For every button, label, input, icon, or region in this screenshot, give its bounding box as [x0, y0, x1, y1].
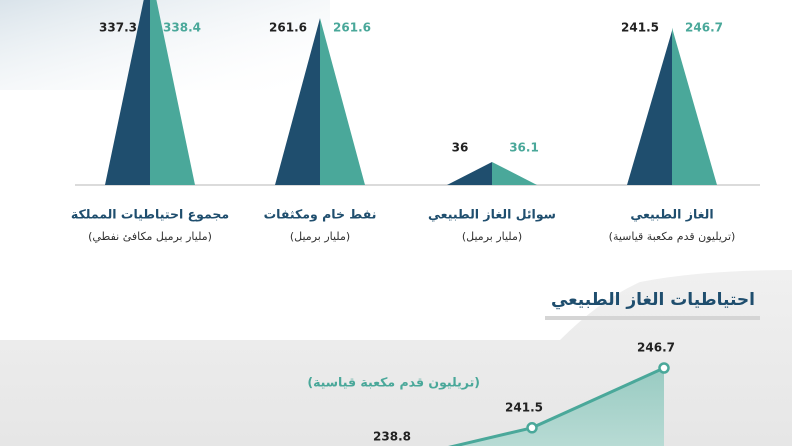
triangle-bar [627, 30, 672, 185]
category-unit: (مليار برميل مكافئ نفطي) [88, 230, 212, 243]
triangle-chart: الغاز الطبيعي (تريليون قدم مكعبة قياسية) 2… [71, 0, 735, 243]
triangle-bar [672, 27, 717, 185]
category-label: مجموع احتياطيات المملكة [71, 207, 229, 222]
value-label: 246.7 [637, 341, 675, 355]
triangle-bar [105, 0, 150, 185]
area-chart: 238.8 241.5 246.7 [300, 341, 675, 446]
chart-title: احتياطيات الغاز الطبيعي [551, 290, 755, 310]
category-label: نفط خام ومكثفات [264, 207, 377, 223]
point [658, 362, 670, 374]
value-label: 241.5 [621, 21, 659, 35]
chart-subtitle: (تريليون قدم مكعبة قياسية) [307, 375, 480, 391]
value-label: 238.8 [373, 430, 411, 444]
triangle-bar [492, 161, 537, 185]
triangle-bar [275, 18, 320, 186]
value-label: 261.6 [269, 21, 307, 35]
category-label: الغاز الطبيعي [630, 207, 713, 222]
triangle-bar [150, 0, 195, 185]
value-label: 337.3 [99, 21, 137, 35]
point [526, 422, 538, 434]
value-label: 338.4 [163, 21, 201, 35]
triangle-bar [320, 18, 365, 186]
value-label: 261.6 [333, 21, 371, 35]
category-label: سوائل الغاز الطبيعي [428, 207, 556, 222]
title-underline [545, 316, 760, 320]
area [300, 368, 664, 446]
category-unit: (تريليون قدم مكعبة قياسية) [609, 230, 736, 243]
value-label: 36 [452, 141, 469, 155]
value-label: 246.7 [685, 21, 723, 35]
value-label: 241.5 [505, 400, 543, 414]
category-unit: (مليار برميل) [290, 230, 350, 243]
triangle-bar [447, 162, 492, 185]
value-label: 36.1 [509, 140, 539, 154]
category-unit: (مليار برميل) [462, 230, 522, 243]
